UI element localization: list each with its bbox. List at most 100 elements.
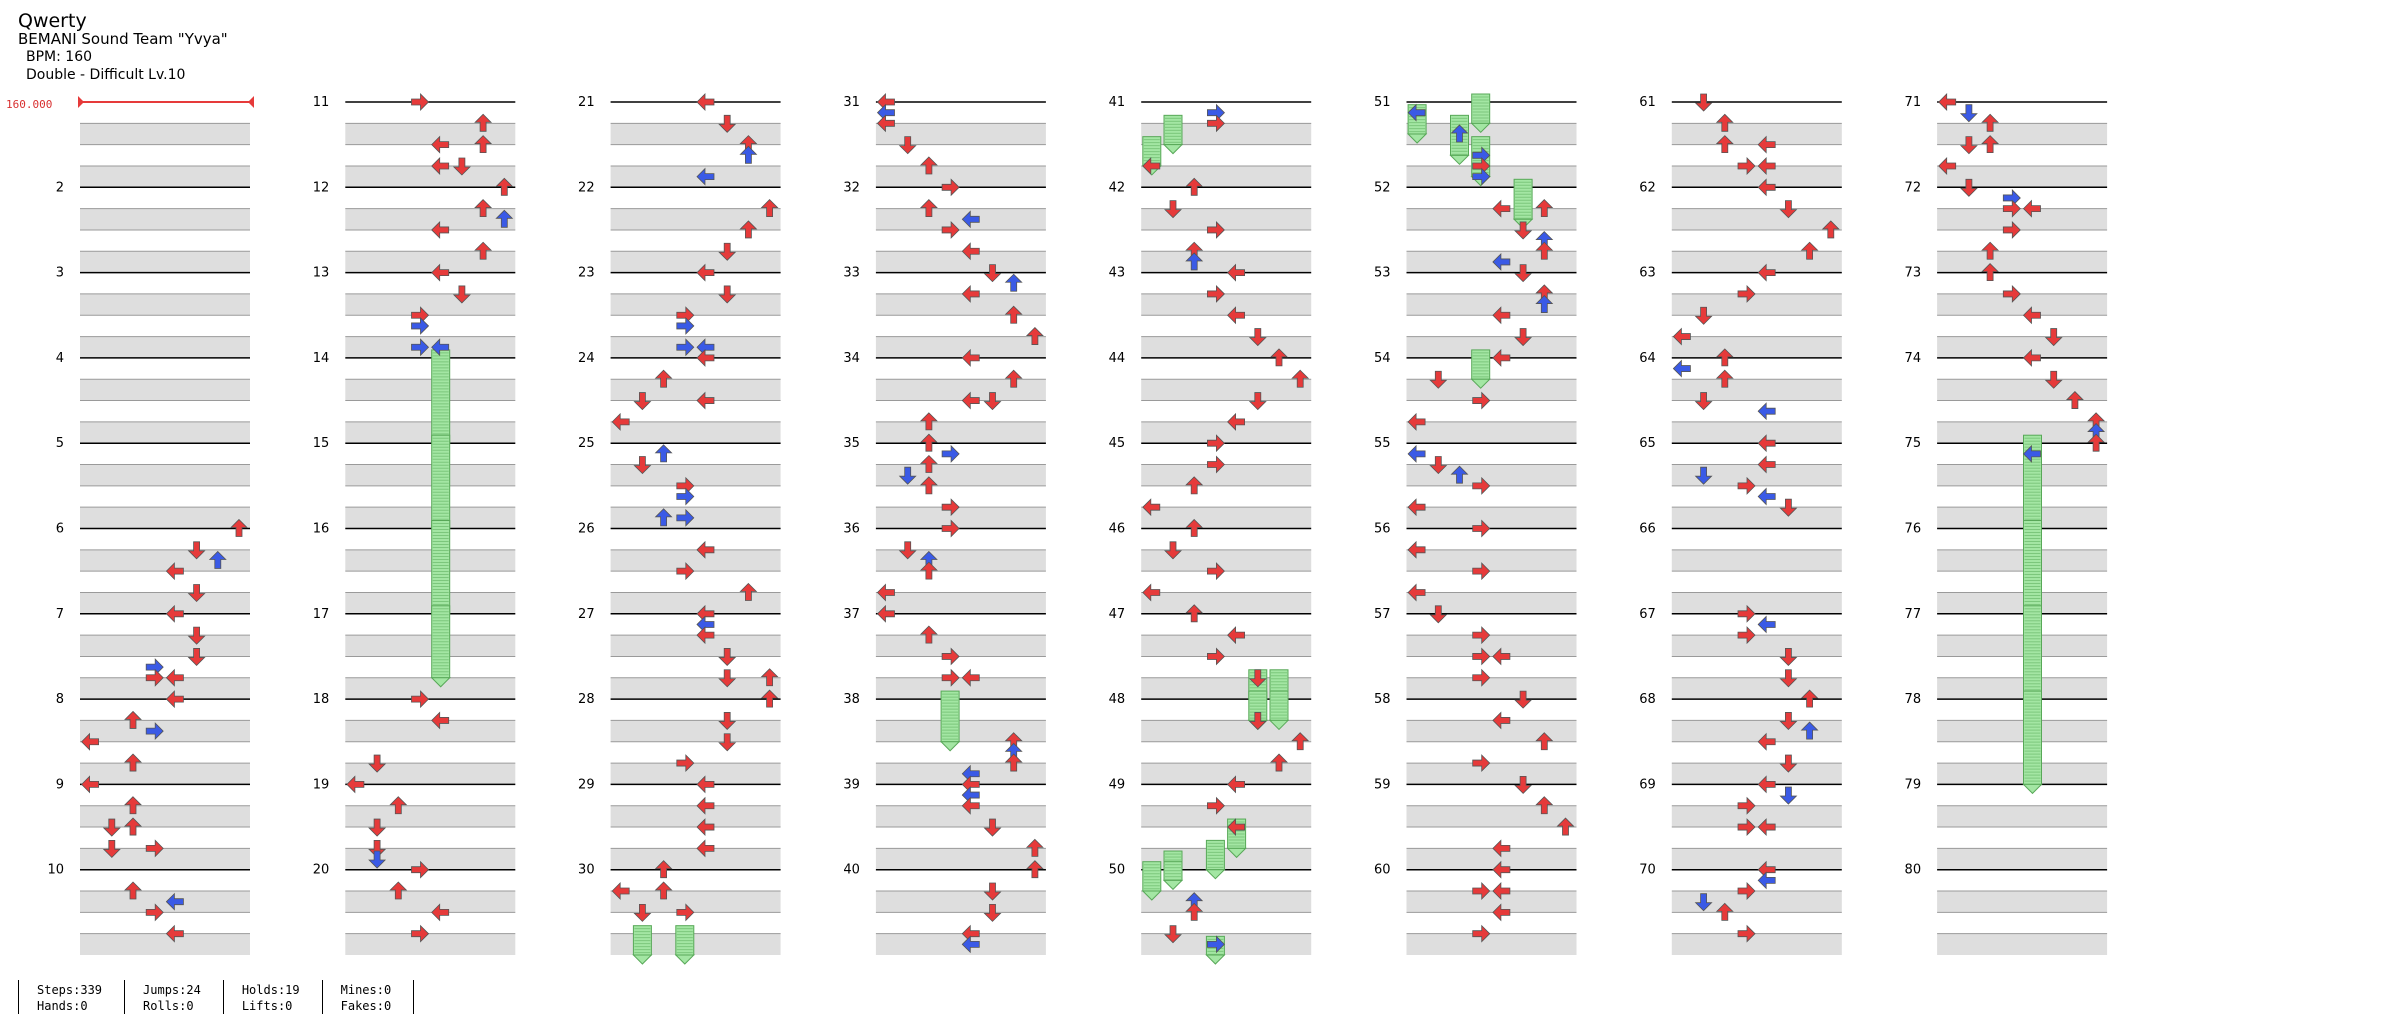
beat-shade [610, 635, 781, 657]
measure-number: 23 [578, 266, 595, 281]
up-arrow-note [1185, 902, 1204, 921]
beat-shade [1141, 763, 1312, 785]
up-arrow-note [1291, 369, 1310, 388]
measure-number: 49 [1109, 777, 1126, 792]
measure-number: 46 [1109, 522, 1126, 537]
beat-shade [1141, 208, 1312, 230]
left-arrow-note [1492, 860, 1511, 879]
left-arrow-note [1757, 487, 1776, 506]
measure-number: 24 [578, 351, 595, 366]
beat-shade [80, 848, 250, 870]
beat-shade [80, 891, 250, 913]
right-arrow-note [2002, 188, 2021, 207]
down-arrow-note [1248, 328, 1267, 347]
beat-shade [1671, 123, 1842, 145]
left-arrow-note [431, 903, 450, 922]
down-arrow-note [452, 285, 471, 304]
right-arrow-note [1472, 562, 1491, 581]
right-arrow-note [941, 498, 960, 517]
beat-shade [80, 379, 250, 401]
beat-shade [345, 165, 516, 188]
down-arrow-note [187, 541, 206, 560]
down-arrow-note [1429, 605, 1448, 624]
up-arrow-note [654, 369, 673, 388]
right-arrow-note [1737, 284, 1756, 303]
beat-shade [1937, 123, 2108, 145]
beat-shade [80, 720, 250, 742]
left-arrow-note [1492, 711, 1511, 730]
up-arrow-note [919, 476, 938, 495]
beat-shade [1671, 549, 1842, 572]
measure-number: 54 [1374, 351, 1391, 366]
beat-shade [1141, 251, 1312, 273]
down-arrow-note [983, 392, 1002, 411]
step-chart: 2345678910111213141516171819202122232425… [47, 93, 2108, 965]
beat-shade [1671, 805, 1842, 828]
measure-number: 75 [1905, 436, 1922, 451]
beat-shade [1406, 123, 1577, 145]
right-arrow-note [1472, 519, 1491, 538]
beat-shade [610, 720, 781, 742]
hold-body [2023, 520, 2042, 615]
beat-shade [1671, 677, 1842, 700]
up-arrow-note [1556, 817, 1575, 836]
up-arrow-note [1535, 295, 1554, 313]
measure-number: 10 [47, 863, 64, 878]
right-arrow-note [1207, 455, 1225, 474]
beat-shade [80, 336, 250, 358]
right-arrow-note [1737, 626, 1756, 645]
up-arrow-note [654, 508, 673, 527]
left-arrow-note [1492, 348, 1511, 367]
beat-shade [610, 123, 781, 145]
beat-shade [1141, 592, 1312, 614]
down-arrow-note [1959, 178, 1978, 197]
up-arrow-note [1185, 177, 1204, 196]
beat-shade [1406, 208, 1577, 230]
left-arrow-note [1492, 199, 1511, 218]
measure-number: 35 [843, 436, 860, 451]
left-arrow-note [696, 391, 715, 410]
up-arrow-note [654, 860, 673, 879]
down-arrow-note [187, 626, 206, 645]
up-arrow-note [1004, 305, 1023, 324]
left-arrow-note [876, 604, 895, 623]
right-arrow-note [941, 519, 960, 538]
right-arrow-note [676, 487, 695, 506]
down-arrow-note [718, 285, 737, 304]
hold-body [431, 520, 451, 615]
beat-shade [610, 336, 781, 358]
up-arrow-note [230, 518, 248, 537]
right-arrow-note [1472, 391, 1491, 410]
measure-number: 26 [578, 522, 595, 537]
beat-shade [1406, 293, 1577, 316]
left-arrow-note [1407, 540, 1426, 559]
left-arrow-note [1757, 871, 1776, 890]
up-arrow-note [654, 444, 673, 463]
down-arrow-note [983, 818, 1002, 837]
up-arrow-note [1800, 689, 1819, 708]
beat-shade [1141, 635, 1312, 657]
measure-number: 41 [1109, 95, 1126, 110]
up-arrow-note [760, 689, 779, 708]
down-arrow-note [1959, 136, 1978, 155]
measure-number: 45 [1109, 436, 1126, 451]
measure-number: 34 [843, 351, 860, 366]
measure-number: 33 [843, 266, 860, 281]
beat-shade [345, 635, 516, 657]
up-arrow-note [919, 433, 938, 452]
measure-number: 67 [1639, 607, 1656, 622]
left-arrow-note [696, 93, 715, 111]
beat-shade [610, 165, 781, 188]
measure-number: 79 [1905, 777, 1922, 792]
right-arrow-note [1472, 647, 1491, 666]
hold-body [2023, 605, 2042, 700]
measure-number: 40 [843, 863, 860, 878]
left-arrow-note [1672, 359, 1691, 378]
measure-number: 78 [1905, 692, 1922, 707]
beat-shade [1406, 421, 1577, 444]
beat-shade [345, 805, 516, 828]
measure-number: 20 [313, 863, 330, 878]
beat-shade [1141, 379, 1312, 401]
beat-shade [875, 336, 1046, 358]
beat-shade [345, 720, 516, 742]
